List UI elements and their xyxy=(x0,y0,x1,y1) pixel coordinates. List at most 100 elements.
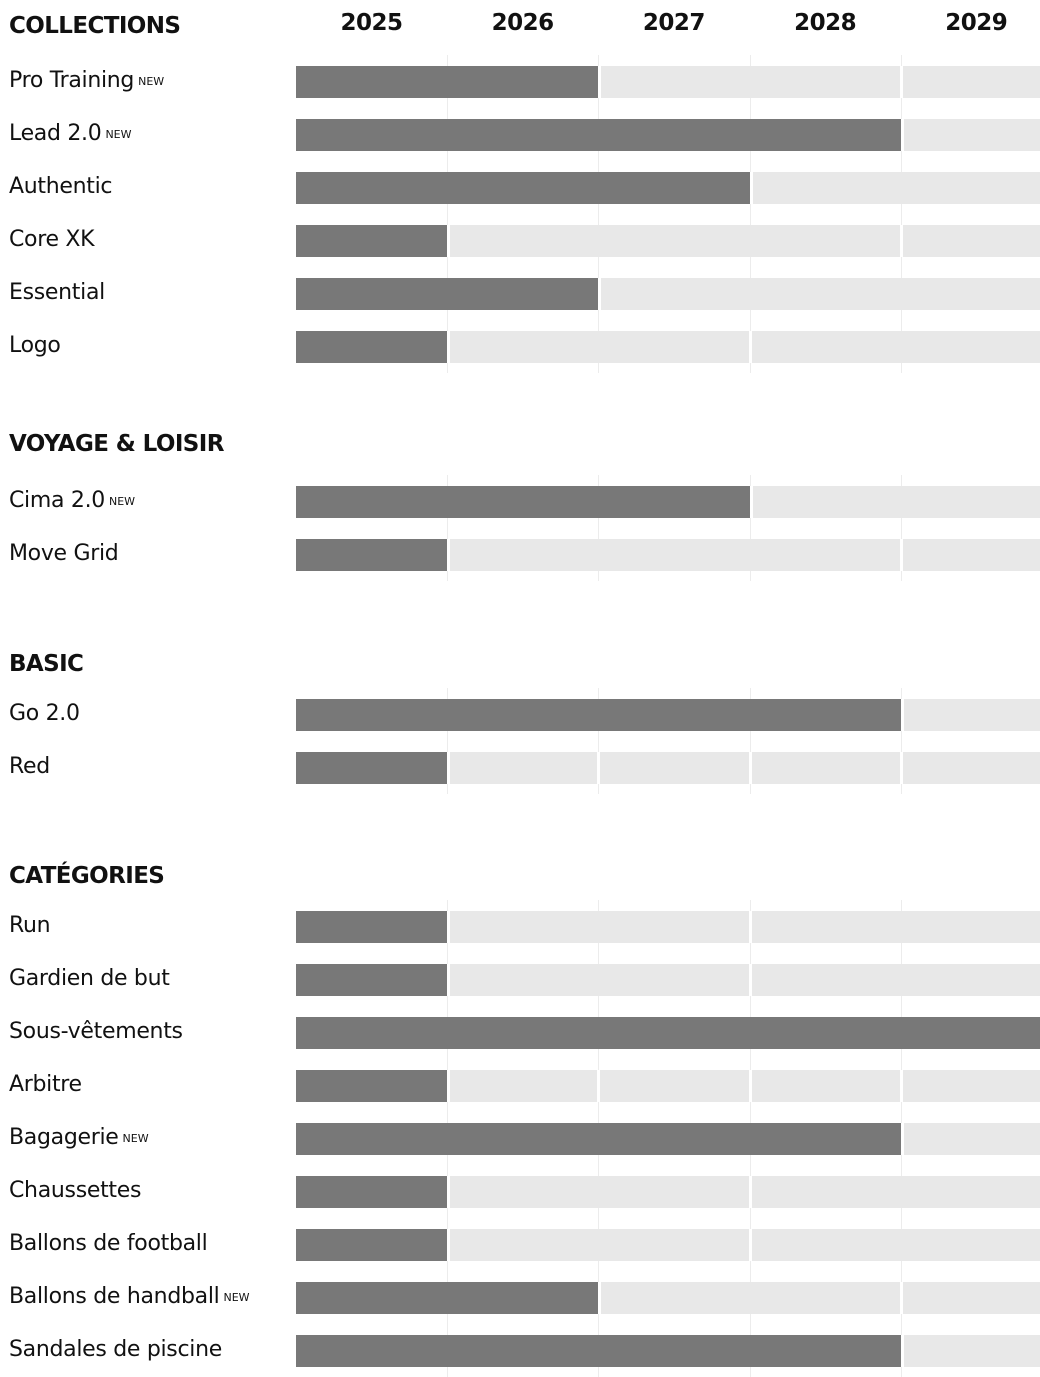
segment-divider xyxy=(900,66,903,98)
bar-fill xyxy=(296,911,447,943)
bar-end-divider xyxy=(447,225,450,257)
row-label-text: Sandales de piscine xyxy=(9,1337,222,1362)
row-label: Bagagerie NEW xyxy=(9,1122,149,1154)
group-heading: CATÉGORIES xyxy=(9,863,165,889)
bar-end-divider xyxy=(447,911,450,943)
row-label-text: Sous-vêtements xyxy=(9,1019,183,1044)
row-label: Gardien de but xyxy=(9,963,170,995)
bar-end-divider xyxy=(750,486,753,518)
chart-row: Chaussettes xyxy=(0,1165,1040,1218)
bar-fill xyxy=(296,486,750,518)
chart-row: Core XK xyxy=(0,214,1040,267)
row-label: Go 2.0 xyxy=(9,698,80,730)
bar-end-divider xyxy=(598,66,601,98)
chart-row: Pro Training NEW xyxy=(0,55,1040,108)
row-label: Authentic xyxy=(9,171,112,203)
year-header-2029: 2029 xyxy=(945,10,1008,36)
segment-divider xyxy=(597,752,600,784)
chart-row: Red xyxy=(0,741,1040,794)
bar-fill xyxy=(296,172,750,204)
bar-fill xyxy=(296,331,447,363)
segment-divider xyxy=(749,752,752,784)
bar-fill xyxy=(296,1017,1040,1049)
row-label: Red xyxy=(9,751,50,783)
bar-fill xyxy=(296,699,901,731)
row-label-text: Bagagerie xyxy=(9,1125,119,1150)
segment-divider xyxy=(900,752,903,784)
bar-end-divider xyxy=(447,1176,450,1208)
row-label-text: Run xyxy=(9,913,51,938)
chart-row: Authentic xyxy=(0,161,1040,214)
row-label: Essential xyxy=(9,277,105,309)
row-label: Chaussettes xyxy=(9,1175,141,1207)
year-header-2025: 2025 xyxy=(340,10,403,36)
row-label-text: Ballons de football xyxy=(9,1231,208,1256)
chart-row: Cima 2.0 NEW xyxy=(0,475,1040,528)
bar-fill xyxy=(296,1335,901,1367)
new-badge: NEW xyxy=(122,1132,149,1145)
year-header-2028: 2028 xyxy=(794,10,857,36)
bar-end-divider xyxy=(447,752,450,784)
segment-divider xyxy=(900,539,903,571)
chart-row: Sous-vêtements xyxy=(0,1006,1040,1059)
segment-divider xyxy=(749,964,752,996)
chart-row: Sandales de piscine xyxy=(0,1324,1040,1377)
chart-row: Essential xyxy=(0,267,1040,320)
bar-end-divider xyxy=(598,1282,601,1314)
segment-divider xyxy=(749,1070,752,1102)
row-label-text: Cima 2.0 xyxy=(9,488,105,513)
bar-end-divider xyxy=(447,539,450,571)
bar-fill xyxy=(296,66,598,98)
bar-end-divider xyxy=(901,699,904,731)
row-label: Ballons de football xyxy=(9,1228,208,1260)
chart-row: Arbitre xyxy=(0,1059,1040,1112)
row-label-text: Go 2.0 xyxy=(9,701,80,726)
segment-divider xyxy=(749,1176,752,1208)
chart-row: Go 2.0 xyxy=(0,688,1040,741)
row-label-text: Arbitre xyxy=(9,1072,82,1097)
segment-divider xyxy=(900,225,903,257)
segment-divider xyxy=(900,1070,903,1102)
chart-row: Gardien de but xyxy=(0,953,1040,1006)
new-badge: NEW xyxy=(105,128,132,141)
bar-end-divider xyxy=(447,1229,450,1261)
segment-divider xyxy=(749,331,752,363)
new-badge: NEW xyxy=(223,1291,250,1304)
bar-fill xyxy=(296,1176,447,1208)
row-label-text: Move Grid xyxy=(9,541,119,566)
row-label: Move Grid xyxy=(9,538,119,570)
chart-row: Ballons de handball NEW xyxy=(0,1271,1040,1324)
bar-end-divider xyxy=(447,331,450,363)
row-label: Lead 2.0 NEW xyxy=(9,118,132,150)
row-label-text: Core XK xyxy=(9,227,95,252)
new-badge: NEW xyxy=(138,75,165,88)
row-label: Cima 2.0 NEW xyxy=(9,485,135,517)
chart-row: Move Grid xyxy=(0,528,1040,581)
bar-end-divider xyxy=(447,1070,450,1102)
row-label-text: Ballons de handball xyxy=(9,1284,220,1309)
bar-fill xyxy=(296,964,447,996)
bar-fill xyxy=(296,225,447,257)
bar-fill xyxy=(296,278,598,310)
chart-row: Bagagerie NEW xyxy=(0,1112,1040,1165)
chart-row: Logo xyxy=(0,320,1040,373)
row-label-text: Authentic xyxy=(9,174,113,199)
segment-divider xyxy=(597,1070,600,1102)
row-label-text: Pro Training xyxy=(9,68,135,93)
row-label: Pro Training NEW xyxy=(9,65,164,97)
bar-fill xyxy=(296,1229,447,1261)
chart-row: Run xyxy=(0,900,1040,953)
bar-end-divider xyxy=(598,278,601,310)
row-label: Ballons de handball NEW xyxy=(9,1281,250,1313)
segment-divider xyxy=(900,1282,903,1314)
group-heading: COLLECTIONS xyxy=(9,13,181,39)
bar-fill xyxy=(296,752,447,784)
row-label: Run xyxy=(9,910,51,942)
year-header-2026: 2026 xyxy=(491,10,555,36)
bar-fill xyxy=(296,119,901,151)
row-label: Sous-vêtements xyxy=(9,1016,183,1048)
bar-end-divider xyxy=(901,1335,904,1367)
segment-divider xyxy=(749,1229,752,1261)
year-header-2027: 2027 xyxy=(642,10,706,36)
